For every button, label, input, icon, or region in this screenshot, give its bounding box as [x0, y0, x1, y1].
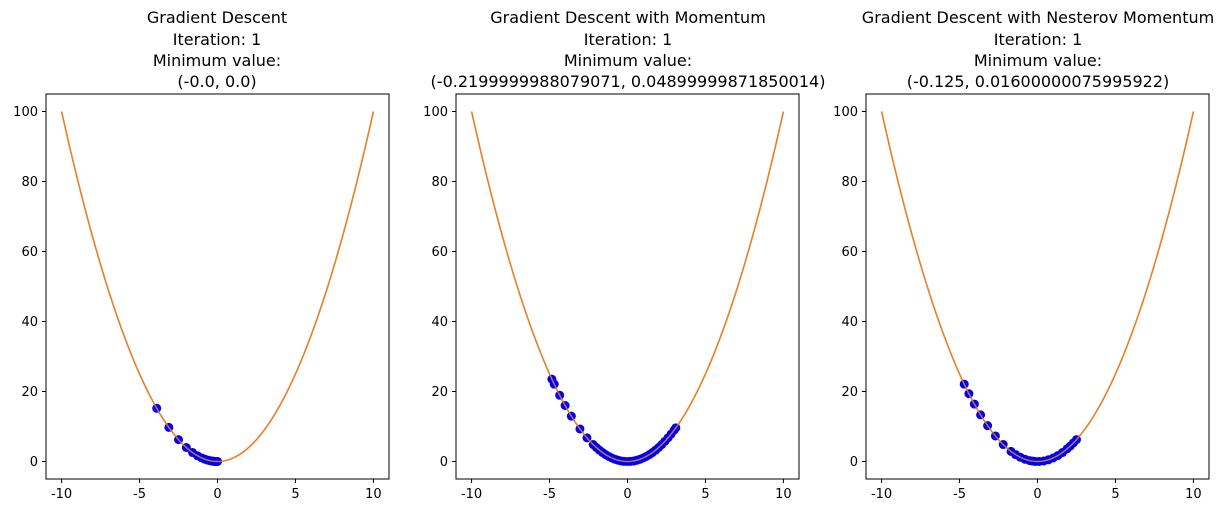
plot-area — [470, 111, 785, 466]
x-tick-label: 5 — [1111, 487, 1119, 502]
chart-title-line: Gradient Descent with Nesterov Momentum — [862, 8, 1214, 27]
chart-title-line: (-0.125, 0.01600000075995922) — [907, 72, 1170, 91]
function-curve-overlay — [880, 111, 1195, 463]
plot-area — [60, 111, 375, 466]
function-curve-overlay — [60, 111, 375, 463]
y-tick-label: 20 — [21, 385, 38, 400]
function-curve-overlay — [470, 111, 785, 463]
y-tick-label: 0 — [440, 455, 448, 470]
x-tick-label: -10 — [871, 487, 892, 502]
y-tick-label: 100 — [833, 105, 858, 120]
x-tick-label: 5 — [701, 487, 709, 502]
chart-title-line: (-0.0, 0.0) — [177, 72, 256, 91]
x-tick-label: 0 — [623, 487, 631, 502]
chart-title-line: (-0.2199999988079071, 0.0489999987185001… — [431, 72, 826, 91]
x-tick-label: -5 — [133, 487, 146, 502]
y-tick-label: 20 — [841, 385, 858, 400]
x-tick-label: 0 — [213, 487, 221, 502]
y-tick-label: 100 — [423, 105, 448, 120]
y-tick-label: 40 — [841, 315, 858, 330]
axes-frame — [45, 93, 390, 480]
plot-area — [880, 111, 1195, 466]
y-tick-label: 0 — [30, 455, 38, 470]
subplot-3: Gradient Descent with Nesterov Momentum I… — [833, 8, 1214, 502]
x-tick-label: 10 — [775, 487, 792, 502]
chart-title-line: Iteration: 1 — [584, 30, 673, 49]
x-tick-label: -10 — [51, 487, 72, 502]
function-curve — [880, 111, 1195, 463]
y-tick-label: 80 — [431, 175, 448, 190]
chart-title-line: Gradient Descent with Momentum — [490, 8, 766, 27]
y-tick-label: 40 — [431, 315, 448, 330]
y-tick-label: 60 — [431, 245, 448, 260]
axes-frame — [865, 93, 1210, 480]
y-tick-label: 80 — [21, 175, 38, 190]
subplot-2: Gradient Descent with Momentum Iteration:… — [423, 8, 825, 502]
y-tick-label: 20 — [431, 385, 448, 400]
y-tick-label: 0 — [850, 455, 858, 470]
y-tick-label: 40 — [21, 315, 38, 330]
y-tick-label: 60 — [841, 245, 858, 260]
chart-title-line: Iteration: 1 — [994, 30, 1083, 49]
y-tick-label: 60 — [21, 245, 38, 260]
function-curve — [470, 111, 785, 463]
x-tick-label: -5 — [543, 487, 556, 502]
y-tick-label: 100 — [13, 105, 38, 120]
chart-title-line: Gradient Descent — [147, 8, 287, 27]
chart-title-line: Minimum value: — [974, 51, 1102, 70]
x-tick-label: 10 — [1185, 487, 1202, 502]
x-tick-label: 0 — [1033, 487, 1041, 502]
x-tick-label: -5 — [953, 487, 966, 502]
subplot-1: Gradient Descent Iteration: 1 Minimum valu… — [13, 8, 390, 502]
x-tick-label: 5 — [291, 487, 299, 502]
y-tick-label: 80 — [841, 175, 858, 190]
function-curve — [60, 111, 375, 463]
chart-title-line: Minimum value: — [564, 51, 692, 70]
x-tick-label: -10 — [461, 487, 482, 502]
axes-frame — [455, 93, 800, 480]
chart-title-line: Minimum value: — [153, 51, 281, 70]
chart-title-line: Iteration: 1 — [173, 30, 262, 49]
x-tick-label: 10 — [365, 487, 382, 502]
